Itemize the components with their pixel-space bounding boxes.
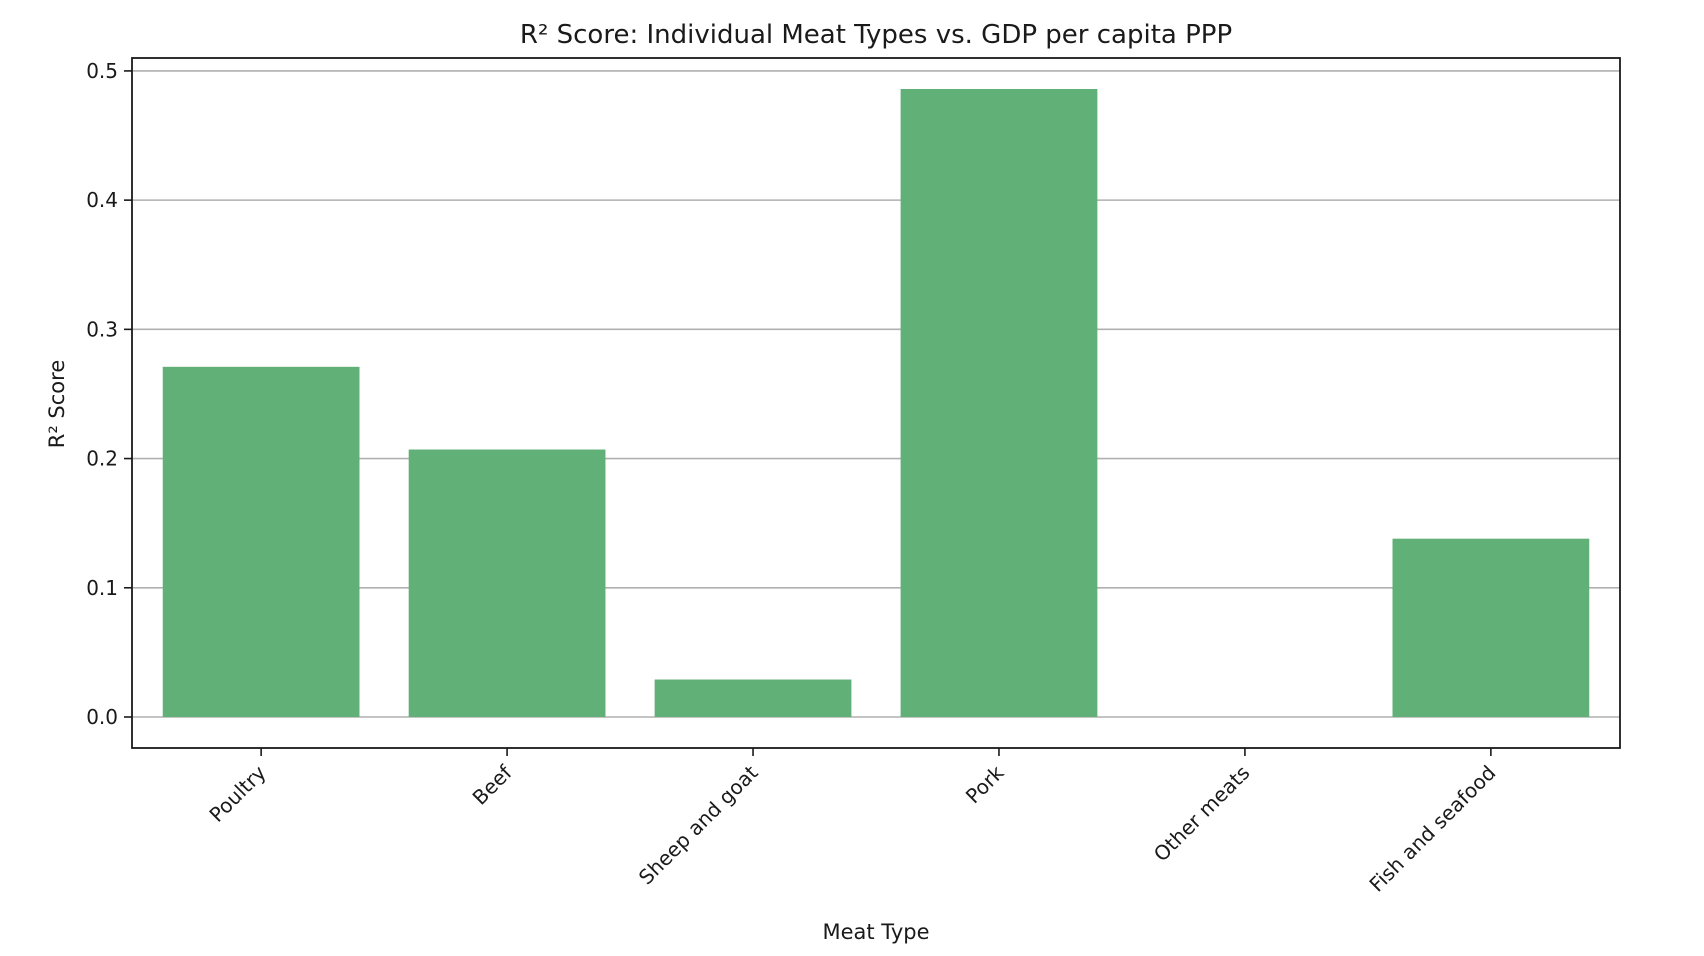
bar-poultry bbox=[162, 366, 360, 717]
x-axis: Poultry Beef Sheep and goat Pork Other meats… bbox=[204, 748, 1500, 896]
y-axis-label: R² Score bbox=[45, 360, 69, 449]
y-tick-label: 0.3 bbox=[86, 317, 118, 341]
x-tick-label: Beef bbox=[468, 760, 518, 810]
x-tick-label: Fish and seafood bbox=[1364, 761, 1500, 897]
bars bbox=[162, 89, 1590, 717]
x-axis-label: Meat Type bbox=[822, 920, 929, 944]
y-tick-label: 0.1 bbox=[86, 576, 118, 600]
plot-frame bbox=[131, 57, 1621, 749]
y-tick-label: 0.0 bbox=[86, 705, 118, 729]
bar-fish-and-seafood bbox=[1392, 538, 1590, 717]
x-tick-label: Poultry bbox=[204, 760, 270, 826]
bar-sheep-and-goat bbox=[654, 679, 852, 717]
bar-beef bbox=[408, 449, 606, 717]
bar-pork bbox=[900, 89, 1098, 717]
y-tick-label: 0.2 bbox=[86, 447, 118, 471]
x-tick-label: Pork bbox=[961, 760, 1009, 808]
chart-title: R² Score: Individual Meat Types vs. GDP … bbox=[520, 20, 1232, 50]
x-tick-label: Other meats bbox=[1149, 761, 1255, 867]
x-tick-label: Sheep and goat bbox=[634, 760, 763, 889]
y-axis: 0.0 0.1 0.2 0.3 0.4 0.5 bbox=[86, 59, 132, 729]
y-tick-label: 0.4 bbox=[86, 188, 118, 212]
y-tick-label: 0.5 bbox=[86, 59, 118, 83]
y-gridlines bbox=[132, 70, 1620, 718]
